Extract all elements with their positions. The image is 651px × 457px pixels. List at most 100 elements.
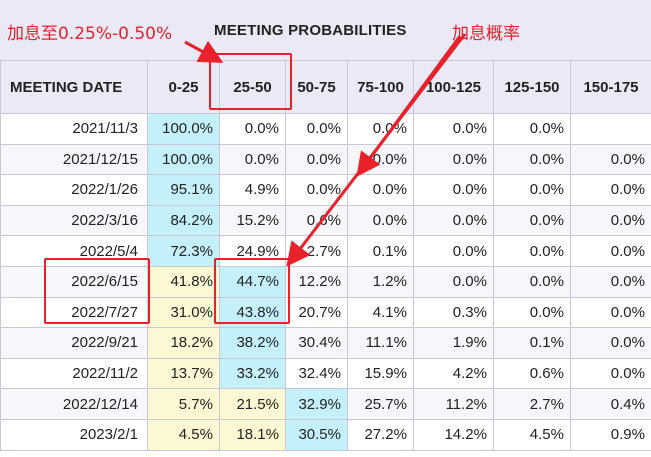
probability-cell-100-125: 0.0%	[413, 143, 494, 176]
probability-cell-125-150: 0.0%	[493, 143, 571, 176]
probability-cell-0-25: 41.8%	[147, 265, 220, 298]
highlight-box-25-50-values	[214, 258, 290, 324]
probability-cell-25-50: 15.2%	[219, 204, 286, 237]
annotation-left-note: 加息至0.25%-0.50%	[7, 24, 173, 44]
probability-cell-100-125: 0.0%	[413, 204, 494, 237]
meeting-date-cell: 2022/11/2	[0, 357, 148, 390]
probability-cell-25-50: 24.9%	[219, 235, 286, 267]
probability-cell-150-175: 0.0%	[570, 296, 651, 329]
table-row: 2023/2/1 4.5% 18.1% 30.5% 27.2% 14.2% 4.5% 0.9%	[0, 418, 651, 451]
highlight-box-25-50-header	[209, 53, 292, 110]
probability-cell-150-175: 0.4%	[570, 388, 651, 420]
meeting-date-cell: 2022/9/21	[0, 327, 148, 359]
column-header-50-75: 50-75	[285, 60, 348, 114]
table-row: 2022/12/14 5.7% 21.5% 32.9% 25.7% 11.2% 2.7% 0.…	[0, 388, 651, 420]
probability-cell-0-25: 100.0%	[147, 143, 220, 176]
probability-cell-25-50: 0.0%	[219, 113, 286, 145]
probability-cell-0-25: 72.3%	[147, 235, 220, 267]
probability-cell-50-75: 0.6%	[285, 204, 348, 237]
probability-cell-100-125: 1.9%	[413, 327, 494, 359]
table-row: 2021/12/15 100.0% 0.0% 0.0% 0.0% 0.0% 0.0% 0.0%	[0, 143, 651, 176]
probability-cell-150-175: 0.0%	[570, 174, 651, 206]
probability-cell-50-75: 30.4%	[285, 327, 348, 359]
probability-cell-100-125: 0.3%	[413, 296, 494, 329]
probability-cell-125-150: 4.5%	[493, 418, 571, 451]
probability-cell-50-75: 30.5%	[285, 418, 348, 451]
meeting-date-cell: 2022/3/16	[0, 204, 148, 237]
probability-cell-125-150: 0.0%	[493, 174, 571, 206]
probability-cell-25-50: 33.2%	[219, 357, 286, 390]
probability-cell-150-175: 0.0%	[570, 327, 651, 359]
probability-cell-50-75: 0.0%	[285, 174, 348, 206]
probability-cell-25-50: 38.2%	[219, 327, 286, 359]
probability-cell-0-25: 18.2%	[147, 327, 220, 359]
probability-cell-125-150: 0.0%	[493, 296, 571, 329]
probability-cell-150-175: 0.0%	[570, 357, 651, 390]
probability-cell-100-125: 0.0%	[413, 174, 494, 206]
probability-table: MEETING DATE 0-25 25-50 50-75 75-100 100…	[0, 60, 651, 451]
header-row: MEETING DATE 0-25 25-50 50-75 75-100 100…	[0, 60, 651, 114]
probability-cell-75-100: 1.2%	[347, 265, 414, 298]
probability-cell-125-150: 0.0%	[493, 113, 571, 145]
probability-cell-50-75: 0.0%	[285, 113, 348, 145]
probability-cell-75-100: 11.1%	[347, 327, 414, 359]
probability-cell-75-100: 4.1%	[347, 296, 414, 329]
column-header-150-175: 150-175	[570, 60, 651, 114]
probability-cell-75-100: 0.1%	[347, 235, 414, 267]
probability-cell-50-75: 2.7%	[285, 235, 348, 267]
probability-cell-25-50: 0.0%	[219, 143, 286, 176]
probability-cell-75-100: 0.0%	[347, 204, 414, 237]
table-row: 2022/9/21 18.2% 38.2% 30.4% 11.1% 1.9% 0.1% 0.0…	[0, 327, 651, 359]
probability-cell-0-25: 5.7%	[147, 388, 220, 420]
table-row: 2022/11/2 13.7% 33.2% 32.4% 15.9% 4.2% 0.6% 0.0…	[0, 357, 651, 390]
table-row: 2022/3/16 84.2% 15.2% 0.6% 0.0% 0.0% 0.0% 0.0%	[0, 204, 651, 237]
probability-cell-150-175: 0.0%	[570, 143, 651, 176]
probability-cell-100-125: 0.0%	[413, 265, 494, 298]
probability-cell-125-150: 0.0%	[493, 204, 571, 237]
probability-cell-75-100: 0.0%	[347, 143, 414, 176]
column-header-0-25: 0-25	[147, 60, 220, 114]
meeting-date-cell: 2021/11/3	[0, 113, 148, 145]
probability-cell-100-125: 4.2%	[413, 357, 494, 390]
table-row: 2022/6/15 41.8% 44.7% 12.2% 1.2% 0.0% 0.0% 0.0%	[0, 265, 651, 298]
probability-cell-100-125: 0.0%	[413, 113, 494, 145]
probability-cell-100-125: 14.2%	[413, 418, 494, 451]
page-title: MEETING PROBABILITIES	[214, 22, 407, 39]
table-row: 2022/1/26 95.1% 4.9% 0.0% 0.0% 0.0% 0.0% 0.0%	[0, 174, 651, 206]
probability-cell-0-25: 95.1%	[147, 174, 220, 206]
column-header-meeting-date: MEETING DATE	[0, 60, 148, 114]
probability-cell-0-25: 100.0%	[147, 113, 220, 145]
probability-cell-150-175: 0.0%	[570, 235, 651, 267]
probability-cell-100-125: 0.0%	[413, 235, 494, 267]
probability-cell-150-175: 0.0%	[570, 265, 651, 298]
probability-cell-125-150: 2.7%	[493, 388, 571, 420]
probability-cell-125-150: 0.0%	[493, 265, 571, 298]
probability-cell-150-175	[570, 113, 651, 145]
meeting-date-cell: 2022/6/15	[0, 265, 148, 298]
probability-cell-50-75: 0.0%	[285, 143, 348, 176]
probability-cell-125-150: 0.1%	[493, 327, 571, 359]
highlight-box-dates	[44, 258, 150, 324]
table-row: 2021/11/3 100.0% 0.0% 0.0% 0.0% 0.0% 0.0%	[0, 113, 651, 145]
probability-cell-0-25: 13.7%	[147, 357, 220, 390]
probability-cell-150-175: 0.0%	[570, 204, 651, 237]
column-header-75-100: 75-100	[347, 60, 414, 114]
probability-cell-50-75: 32.9%	[285, 388, 348, 420]
annotation-right-note: 加息概率	[452, 24, 520, 44]
meeting-date-cell: 2023/2/1	[0, 418, 148, 451]
probability-cell-150-175: 0.9%	[570, 418, 651, 451]
probability-cell-125-150: 0.0%	[493, 235, 571, 267]
probability-cell-50-75: 32.4%	[285, 357, 348, 390]
probability-cell-0-25: 31.0%	[147, 296, 220, 329]
probability-cell-25-50: 21.5%	[219, 388, 286, 420]
column-header-125-150: 125-150	[493, 60, 571, 114]
probability-cell-75-100: 0.0%	[347, 113, 414, 145]
probability-cell-100-125: 11.2%	[413, 388, 494, 420]
probability-cell-75-100: 0.0%	[347, 174, 414, 206]
probability-cell-0-25: 4.5%	[147, 418, 220, 451]
meeting-date-cell: 2022/1/26	[0, 174, 148, 206]
probability-cell-125-150: 0.6%	[493, 357, 571, 390]
probability-cell-50-75: 12.2%	[285, 265, 348, 298]
meeting-date-cell: 2021/12/15	[0, 143, 148, 176]
probability-cell-75-100: 27.2%	[347, 418, 414, 451]
